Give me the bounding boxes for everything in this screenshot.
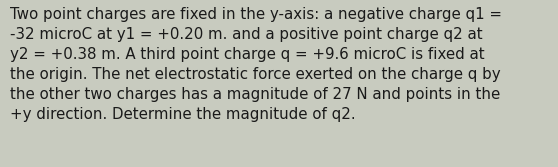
Text: Two point charges are fixed in the y-axis: a negative charge q1 =
-32 microC at : Two point charges are fixed in the y-axi… [10,7,502,122]
